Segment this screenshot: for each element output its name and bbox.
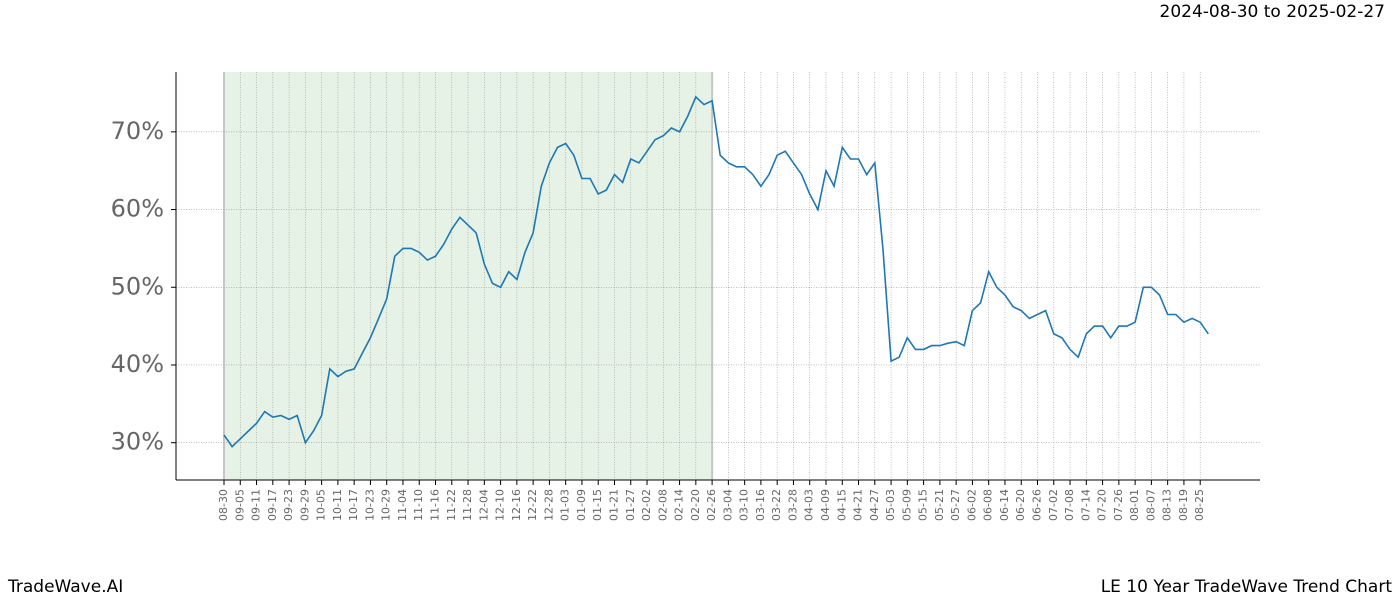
- x-tick-label: 01-03: [559, 489, 572, 521]
- line: [223, 95, 1209, 448]
- x-tick-label: 02-08: [656, 489, 669, 521]
- x-tick-label: 07-02: [1047, 489, 1060, 521]
- x-tick-label: 05-09: [900, 489, 913, 521]
- x-tick-label: 03-10: [738, 489, 751, 521]
- x-tick-label: 03-16: [754, 489, 767, 521]
- x-tick-label: 06-08: [982, 489, 995, 521]
- x-tick-label: 12-10: [494, 489, 507, 521]
- y-tick-label: 40%: [111, 350, 164, 378]
- x-tick-label: 10-05: [315, 489, 328, 521]
- x-tick-label: 08-25: [1193, 489, 1206, 521]
- x-tick-label: 01-09: [575, 489, 588, 521]
- x-tick-label: 10-17: [347, 489, 360, 521]
- date-range: 2024-08-30 to 2025-02-27: [1160, 2, 1385, 22]
- x-tick-label: 07-20: [1096, 489, 1109, 521]
- x-tick-label: 08-01: [1128, 489, 1141, 521]
- x-tick-label: 01-21: [607, 489, 620, 521]
- x-tick-label: 11-10: [412, 489, 425, 521]
- y-tick-label: 60%: [111, 195, 164, 223]
- y-tick-label: 50%: [111, 272, 164, 300]
- chart-title: LE 10 Year TradeWave Trend Chart: [1101, 577, 1393, 597]
- x-tick-label: 12-22: [526, 489, 539, 521]
- x-tick-label: 05-15: [917, 489, 930, 521]
- x-tick-label: 02-20: [689, 489, 702, 521]
- highlight-band: [224, 72, 713, 480]
- x-tick-label: 06-02: [965, 489, 978, 521]
- x-tick-label: 01-27: [624, 489, 637, 521]
- brand: TradeWave.AI: [7, 577, 123, 597]
- x-tick-label: 11-22: [445, 489, 458, 521]
- x-tick-label: 04-09: [819, 489, 832, 521]
- x-tick-label: 07-08: [1063, 489, 1076, 521]
- x-tick-label: 04-15: [835, 489, 848, 521]
- x-tick-label: 07-14: [1079, 489, 1092, 521]
- x-tick-label: 09-05: [233, 489, 246, 521]
- x-tick-label: 11-04: [396, 489, 409, 521]
- x-tick-label: 10-11: [331, 489, 344, 521]
- y-tick-label: 70%: [111, 117, 164, 145]
- x-tick-label: 12-28: [542, 489, 555, 521]
- x-tick-label: 03-04: [721, 489, 734, 521]
- x-tick-label: 06-20: [1014, 489, 1027, 521]
- x-tick-label: 09-29: [298, 489, 311, 521]
- x-tick-label: 04-03: [803, 489, 816, 521]
- x-tick-label: 05-21: [933, 489, 946, 521]
- x-tick-label: 11-16: [429, 489, 442, 521]
- x-tick-label: 01-15: [591, 489, 604, 521]
- x-tick-label: 04-27: [868, 489, 881, 521]
- x-tick-label: 09-11: [250, 489, 263, 521]
- x-tick-label: 09-17: [266, 489, 279, 521]
- x-tick-label: 08-13: [1161, 489, 1174, 521]
- x-tick-label: 02-14: [673, 489, 686, 521]
- x-tick-label: 12-04: [477, 489, 490, 521]
- x-tick-label: 02-26: [705, 489, 718, 521]
- x-tick-label: 08-07: [1144, 489, 1157, 521]
- x-tick-label: 03-28: [786, 489, 799, 521]
- x-tick-label: 06-26: [1031, 489, 1044, 521]
- x-tick-label: 05-27: [949, 489, 962, 521]
- x-tick-label: 04-21: [852, 489, 865, 521]
- x-tick-label: 10-29: [380, 489, 393, 521]
- y-tick-label: 30%: [111, 428, 164, 456]
- x-tick-label: 09-23: [282, 489, 295, 521]
- x-tick-label: 06-14: [998, 489, 1011, 521]
- x-tick-label: 08-19: [1177, 489, 1190, 521]
- x-tick-label: 03-22: [770, 489, 783, 521]
- x-tick-label: 05-03: [884, 489, 897, 521]
- x-tick-label: 08-30: [217, 489, 230, 521]
- x-tick-label: 07-26: [1112, 489, 1125, 521]
- x-tick-label: 10-23: [363, 489, 376, 521]
- x-tick-label: 11-28: [461, 489, 474, 521]
- x-tick-label: 02-02: [640, 489, 653, 521]
- x-tick-label: 12-16: [510, 489, 523, 521]
